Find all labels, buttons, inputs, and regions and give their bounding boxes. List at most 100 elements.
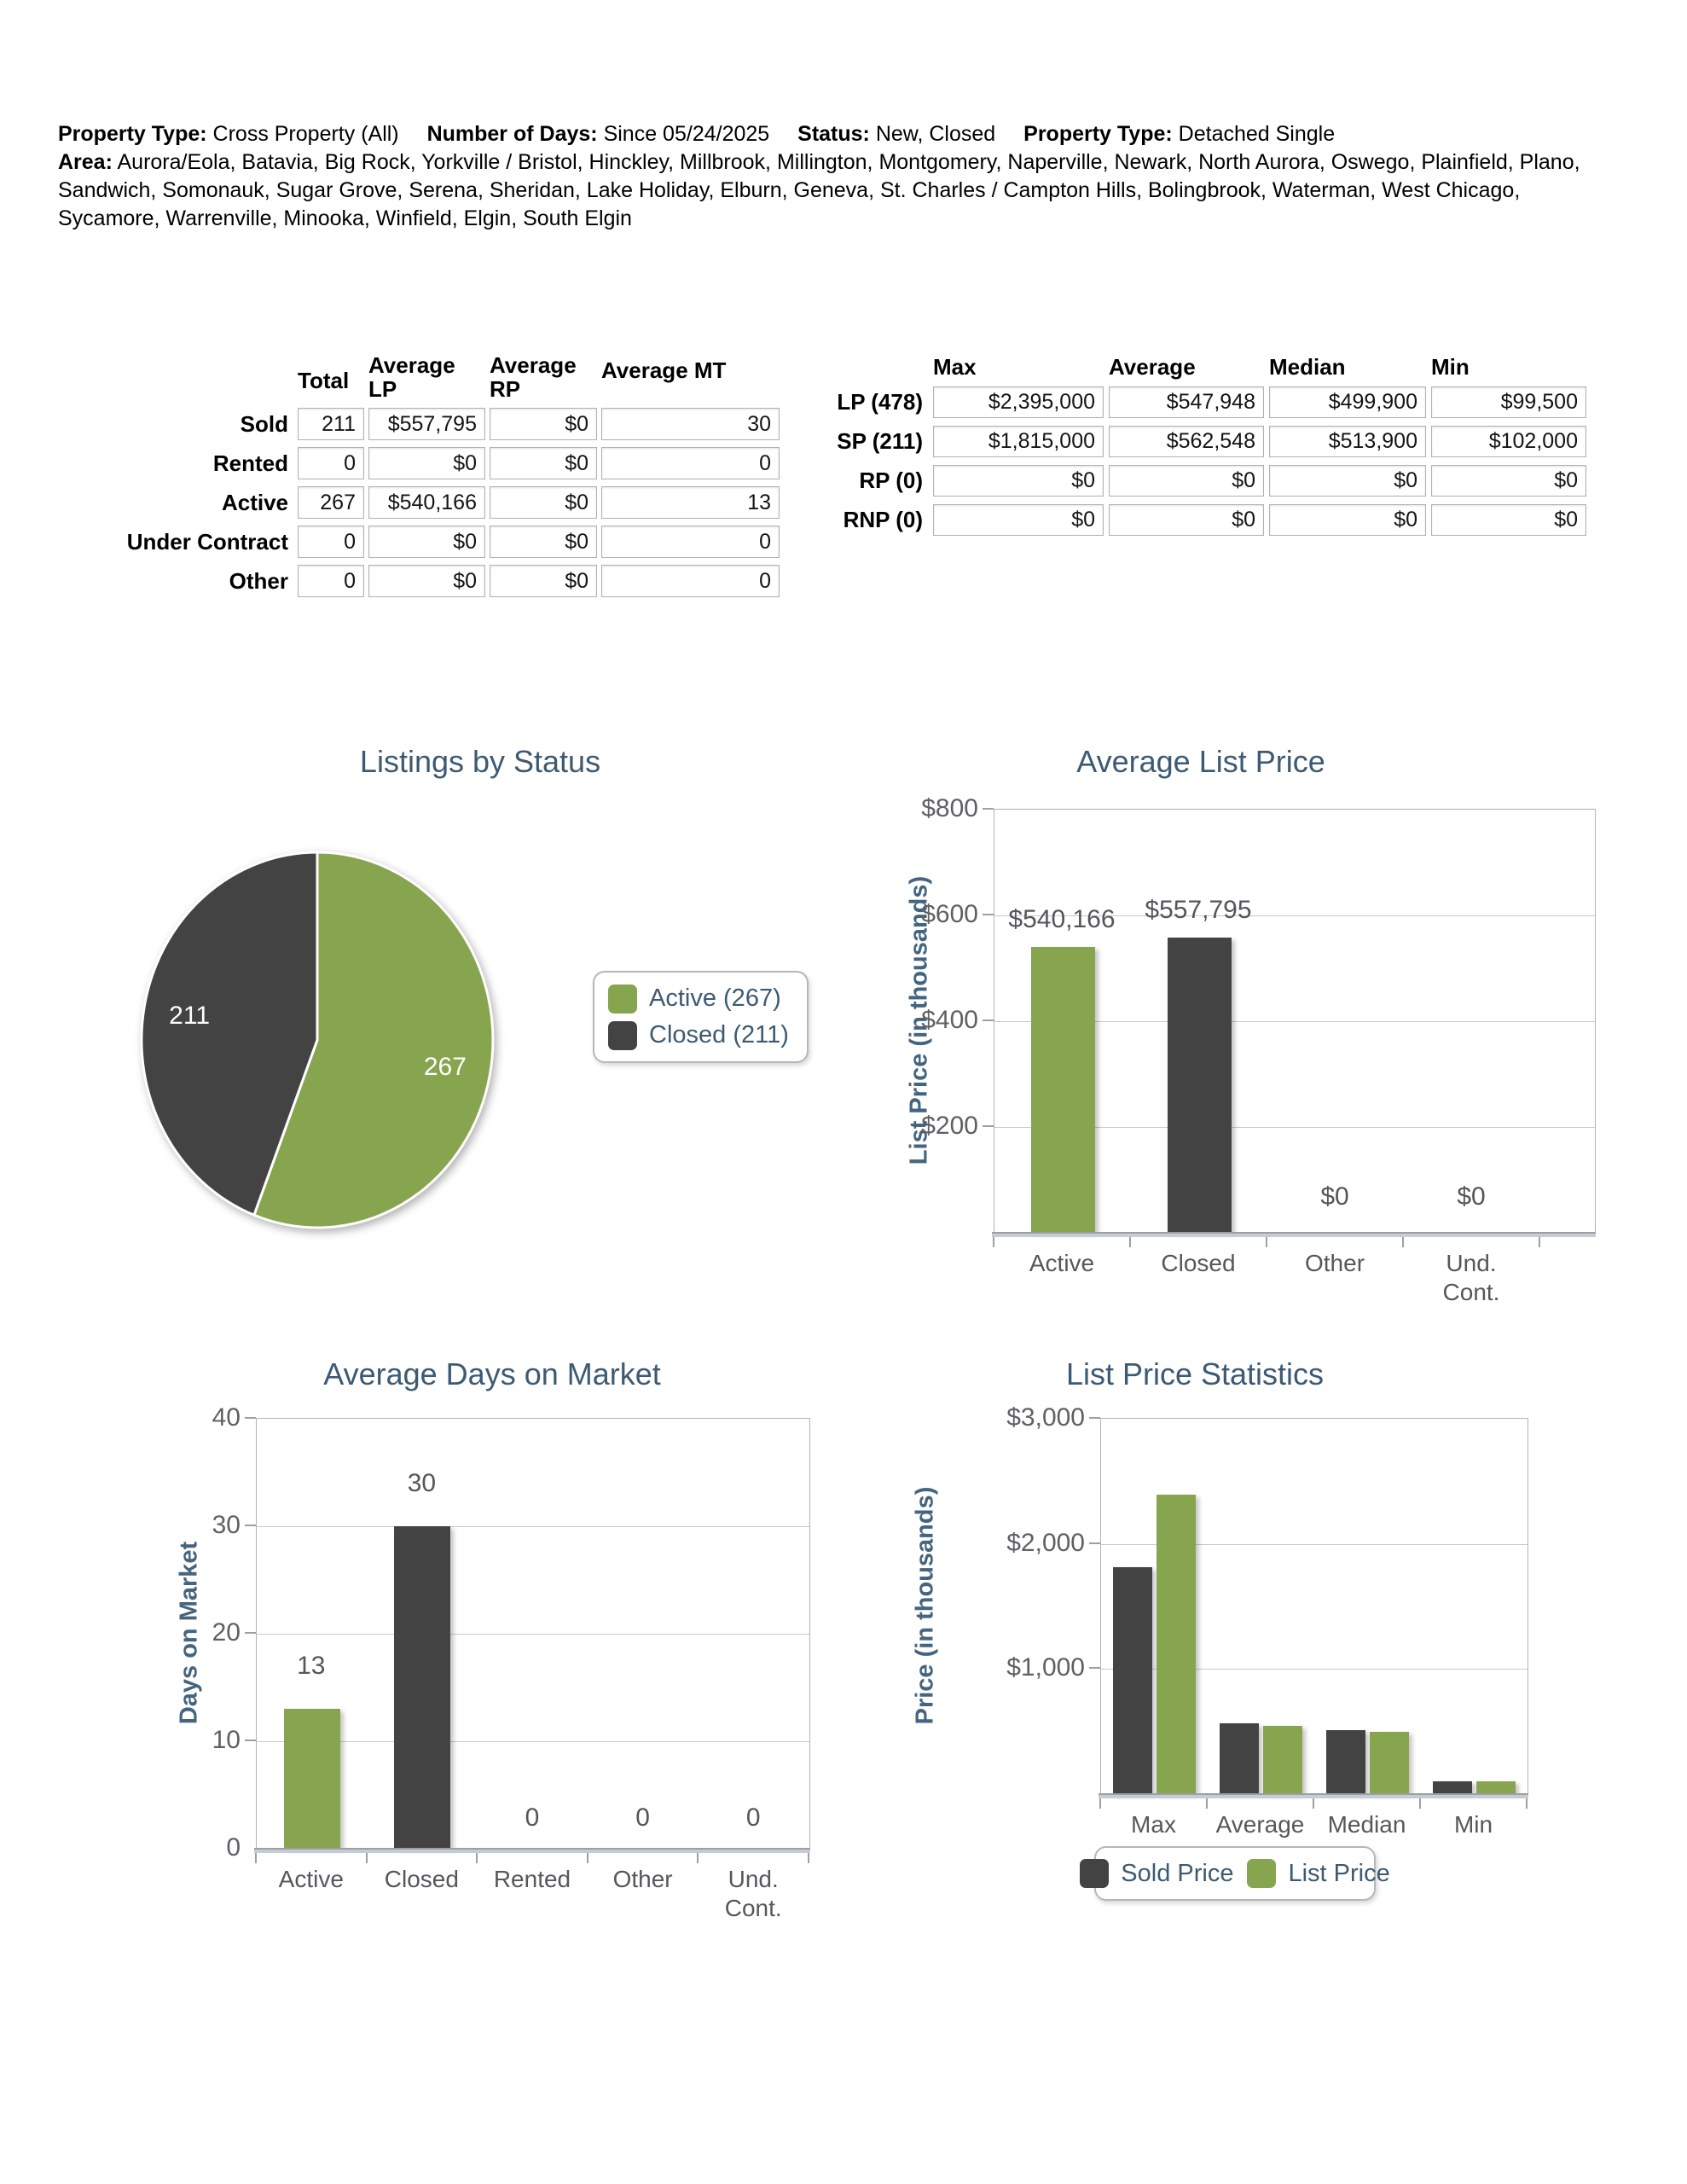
report-criteria: Property Type: Cross Property (All) Numb… xyxy=(58,120,1624,233)
legend-swatch-green xyxy=(1247,1859,1277,1888)
y-tick-mark xyxy=(1089,1667,1100,1670)
pie-chart: 267 211 xyxy=(140,851,495,1229)
number-of-days-label: Number of Days: xyxy=(426,122,598,146)
legend-swatch-dark xyxy=(1080,1859,1110,1888)
plot-area xyxy=(1100,1418,1528,1794)
area-label: Area: xyxy=(58,150,113,174)
property-type-value: Cross Property (All) xyxy=(212,122,399,146)
chart-title: Average List Price xyxy=(1076,744,1325,779)
bar-sold-price xyxy=(1326,1729,1365,1794)
category-label: Average xyxy=(1215,1811,1305,1838)
stats-row-value: $0 xyxy=(1109,465,1264,497)
pie-slice-active xyxy=(252,851,495,1229)
cell-value: $0 xyxy=(1071,468,1095,492)
x-tick-mark xyxy=(1313,1798,1314,1809)
category-label: Closed xyxy=(1161,1250,1236,1276)
cell-value: $547,948 xyxy=(1166,390,1255,414)
pie-legend: Active (267) Closed (211) xyxy=(593,971,809,1063)
legend-item-closed: Closed (211) xyxy=(608,1020,807,1050)
y-tick-mark xyxy=(1089,1542,1100,1544)
y-tick-label: $600 xyxy=(921,900,978,928)
value-label: 0 xyxy=(525,1804,540,1832)
y-tick-label: $1,000 xyxy=(1006,1653,1085,1682)
summary-row-value: 30 xyxy=(601,408,780,440)
cell-value: $0 xyxy=(565,568,588,593)
cell-value: $0 xyxy=(1554,468,1578,492)
summary-row-label: Sold xyxy=(240,410,288,437)
column-header: Total xyxy=(298,368,350,393)
cell-value: 0 xyxy=(344,568,356,593)
stats-row-value: $1,815,000 xyxy=(933,426,1104,457)
y-tick-label: 40 xyxy=(212,1403,241,1432)
summary-row-value: 0 xyxy=(298,565,364,597)
x-axis-baseline xyxy=(254,1848,810,1853)
y-tick-mark xyxy=(983,1019,994,1021)
summary-row-value: $0 xyxy=(490,526,597,558)
cell-value: $0 xyxy=(1394,508,1417,531)
y-tick-mark xyxy=(983,1125,994,1127)
category-label: Other xyxy=(612,1866,673,1892)
gridline xyxy=(1101,1543,1528,1545)
property-type-label: Property Type: xyxy=(58,122,207,146)
bar-list-price xyxy=(1263,1725,1302,1794)
summary-row-value: 0 xyxy=(601,447,780,479)
y-tick-label: $2,000 xyxy=(1006,1528,1085,1557)
status-label: Status: xyxy=(797,122,870,146)
stats-row-value: $513,900 xyxy=(1269,426,1426,457)
pie-slice-closed xyxy=(140,851,319,1217)
legend-swatch-green xyxy=(608,984,637,1014)
chart-average-list-price: Average List Price List Price (in thousa… xyxy=(887,734,1629,1322)
gridline xyxy=(257,1741,809,1742)
plot-area xyxy=(994,809,1596,1233)
chart-list-price-statistics: List Price Statistics Price (in thousand… xyxy=(887,1346,1629,1952)
x-tick-mark xyxy=(476,1852,478,1863)
cell-value: 211 xyxy=(322,411,356,436)
legend-item-active: Active (267) xyxy=(608,984,807,1014)
stats-row-label: LP (478) xyxy=(837,389,923,415)
x-tick-mark xyxy=(1526,1798,1528,1809)
value-label: 30 xyxy=(407,1469,437,1497)
stats-row-value: $0 xyxy=(1109,504,1264,536)
x-tick-mark xyxy=(993,1236,994,1247)
cell-value: $540,166 xyxy=(387,490,477,514)
cell-value: $0 xyxy=(1394,468,1417,492)
cell-value: $0 xyxy=(453,450,477,475)
x-tick-mark xyxy=(255,1852,257,1863)
pie-slice-value: 267 xyxy=(424,1053,467,1081)
summary-row-label: Under Contract xyxy=(126,528,288,555)
x-tick-mark xyxy=(697,1852,699,1863)
stats-row-value: $0 xyxy=(1431,504,1586,536)
table-corner xyxy=(94,353,293,401)
column-header: Max xyxy=(933,354,977,380)
summary-row-value: 0 xyxy=(298,526,364,558)
summary-row-value: 211 xyxy=(298,408,364,440)
gridline xyxy=(994,1021,1595,1022)
cell-value: 0 xyxy=(759,450,771,475)
cell-value: $0 xyxy=(1554,508,1578,531)
bar-closed xyxy=(1167,938,1232,1233)
cell-value: 0 xyxy=(344,450,356,475)
bar-active xyxy=(1030,947,1095,1233)
chart-title: Average Days on Market xyxy=(323,1356,661,1391)
value-label: $557,795 xyxy=(1145,896,1252,925)
summary-row-value: 0 xyxy=(298,447,364,479)
gridline xyxy=(257,1634,809,1635)
x-axis-baseline xyxy=(992,1232,1596,1237)
legend-item-list-price: List Price xyxy=(1247,1859,1390,1888)
chart-average-days-on-market: Average Days on Market Days on Market 40… xyxy=(85,1346,853,1952)
cell-value: $0 xyxy=(565,490,588,514)
stats-row-value: $0 xyxy=(1269,504,1426,536)
legend-label: Closed (211) xyxy=(649,1021,789,1048)
cell-value: $2,395,000 xyxy=(988,390,1095,414)
price-stats-table: Max Average Median Min LP (478) $2,395,000 $54… xyxy=(819,351,1586,536)
status-summary-table: Total Average LP Average RP Average MT Sold 2… xyxy=(94,353,780,597)
category-label: Other xyxy=(1304,1250,1365,1276)
area-value: Aurora/Eola, Batavia, Big Rock, Yorkvill… xyxy=(58,150,1580,230)
y-tick-label: 0 xyxy=(226,1833,241,1862)
property-type2-value: Detached Single xyxy=(1178,122,1336,146)
category-label: Rented xyxy=(493,1866,571,1892)
y-tick-mark xyxy=(983,808,994,810)
cell-value: 13 xyxy=(747,490,771,514)
x-tick-mark xyxy=(1539,1236,1540,1247)
